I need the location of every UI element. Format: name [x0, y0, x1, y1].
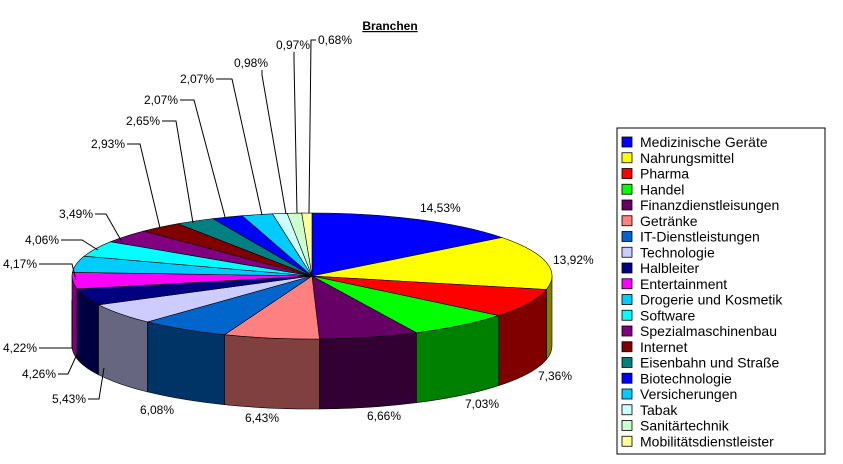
data-label-finanzdienstleisungen: 6,66%	[367, 409, 401, 423]
legend-label-tabak: Tabak	[640, 402, 678, 418]
legend-label-software: Software	[640, 307, 695, 323]
legend-swatch-entertainment	[621, 278, 633, 290]
legend-swatch-biotechnologie	[621, 372, 633, 384]
legend-swatch-technologie	[621, 246, 633, 258]
data-label-spezialmaschinenbau: 3,49%	[59, 207, 93, 221]
slice-side-finanzdienstleisungen	[319, 332, 417, 410]
slice-handel	[311, 275, 500, 334]
data-label-internet: 2,93%	[91, 137, 125, 151]
legend-label-medizinische-geraete: Medizinische Geräte	[640, 134, 768, 150]
leader-lines	[39, 39, 316, 400]
legend-swatch-tabak	[621, 404, 633, 416]
slice-mobilitaetsdienstleister	[301, 212, 313, 277]
legend-swatch-halbleiter	[621, 262, 633, 274]
data-label-mobilitaetsdienstleister: 0,68%	[318, 33, 352, 47]
legend-label-pharma: Pharma	[640, 166, 689, 182]
data-label-eisenbahn-und-strasse: 2,65%	[126, 114, 160, 128]
legend-swatch-medizinische-geraete	[621, 136, 633, 148]
data-label-technologie: 5,43%	[52, 392, 86, 406]
slice-medizinische-geraete	[311, 212, 504, 277]
slice-pharma	[311, 275, 547, 316]
legend-box	[616, 127, 826, 455]
leader-line	[127, 143, 161, 229]
data-label-pharma: 7,36%	[538, 369, 572, 383]
legend-swatch-drogerie-und-kosmetik	[621, 294, 633, 305]
slice-side-getraenke	[224, 334, 320, 410]
leader-line	[162, 120, 194, 224]
legend-swatch-versicherungen	[621, 388, 633, 400]
data-label-entertainment: 4,22%	[3, 341, 37, 355]
legend-label-spezialmaschinenbau: Spezialmaschinenbau	[640, 323, 777, 339]
data-label-getraenke: 6,43%	[245, 411, 279, 425]
leader-line	[216, 78, 263, 216]
legend-swatch-spezialmaschinenbau	[621, 325, 633, 337]
legend-label-finanzdienstleisungen: Finanzdienstleisungen	[640, 197, 779, 213]
legend-label-drogerie-und-kosmetik: Drogerie und Kosmetik	[640, 292, 783, 308]
pie-sides	[71, 275, 553, 410]
data-label-drogerie-und-kosmetik: 4,17%	[3, 257, 37, 271]
legend-label-it-dienstleistungen: IT-Dienstleistungen	[640, 229, 760, 245]
leader-line	[58, 351, 79, 375]
data-label-software: 4,06%	[25, 233, 59, 247]
leader-line	[39, 300, 73, 349]
data-label-handel: 7,03%	[465, 397, 499, 411]
data-label-versicherungen: 2,07%	[180, 72, 214, 86]
leader-line	[88, 367, 105, 400]
legend-label-biotechnologie: Biotechnologie	[640, 370, 732, 386]
data-label-halbleiter: 4,26%	[22, 367, 56, 381]
legend-label-internet: Internet	[640, 339, 688, 355]
legend-swatch-nahrungsmittel	[621, 152, 633, 164]
leader-line	[293, 52, 298, 214]
legend-swatch-software	[621, 309, 633, 321]
legend-swatch-getraenke	[621, 215, 633, 227]
legend-swatch-finanzdienstleisungen	[621, 199, 633, 211]
legend-label-nahrungsmittel: Nahrungsmittel	[640, 150, 734, 166]
legend-swatch-it-dienstleistungen	[621, 231, 633, 242]
data-label-it-dienstleistungen: 6,08%	[140, 403, 174, 417]
legend-label-technologie: Technologie	[640, 244, 715, 260]
legend-label-handel: Handel	[640, 181, 684, 197]
legend-label-sanitaertechnik: Sanitärtechnik	[640, 418, 730, 434]
leader-line	[95, 213, 123, 243]
data-label-biotechnologie: 2,07%	[144, 93, 178, 107]
legend-swatch-sanitaertechnik	[621, 420, 633, 431]
slice-side-it-dienstleistungen	[147, 321, 225, 406]
legend-label-mobilitaetsdienstleister: Mobilitätsdienstleister	[640, 433, 774, 449]
legend-swatch-handel	[621, 183, 633, 195]
leader-line	[61, 239, 99, 251]
legend-label-getraenke: Getränke	[640, 213, 698, 229]
data-label-sanitaertechnik: 0,97%	[276, 38, 310, 52]
data-label-tabak: 0,98%	[234, 56, 268, 70]
legend-swatch-pharma	[621, 168, 633, 179]
legend-swatch-mobilitaetsdienstleister	[621, 435, 633, 447]
leader-line	[261, 70, 287, 215]
slice-nahrungsmittel	[311, 237, 553, 290]
leader-line	[180, 99, 226, 218]
leader-line	[308, 39, 316, 214]
legend-label-versicherungen: Versicherungen	[640, 386, 737, 402]
legend-label-halbleiter: Halbleiter	[640, 260, 699, 276]
data-labels: 14,53% 13,92% 7,36% 7,03% 6,66% 6,43% 6,08% 5,4…	[3, 33, 594, 425]
pie-tops	[71, 212, 553, 340]
data-label-nahrungsmittel: 13,92%	[553, 253, 594, 267]
legend-label-eisenbahn-und-strasse: Eisenbahn und Straße	[640, 355, 780, 371]
chart-title: Branchen	[362, 19, 417, 33]
leader-line	[39, 263, 77, 281]
legend: Medizinische GeräteNahrungsmittelPharmaH…	[616, 127, 826, 455]
data-label-medizinische-geraete: 14,53%	[420, 201, 461, 215]
legend-label-entertainment: Entertainment	[640, 276, 727, 292]
legend-swatch-internet	[621, 341, 633, 353]
legend-swatch-eisenbahn-und-strasse	[621, 357, 633, 368]
